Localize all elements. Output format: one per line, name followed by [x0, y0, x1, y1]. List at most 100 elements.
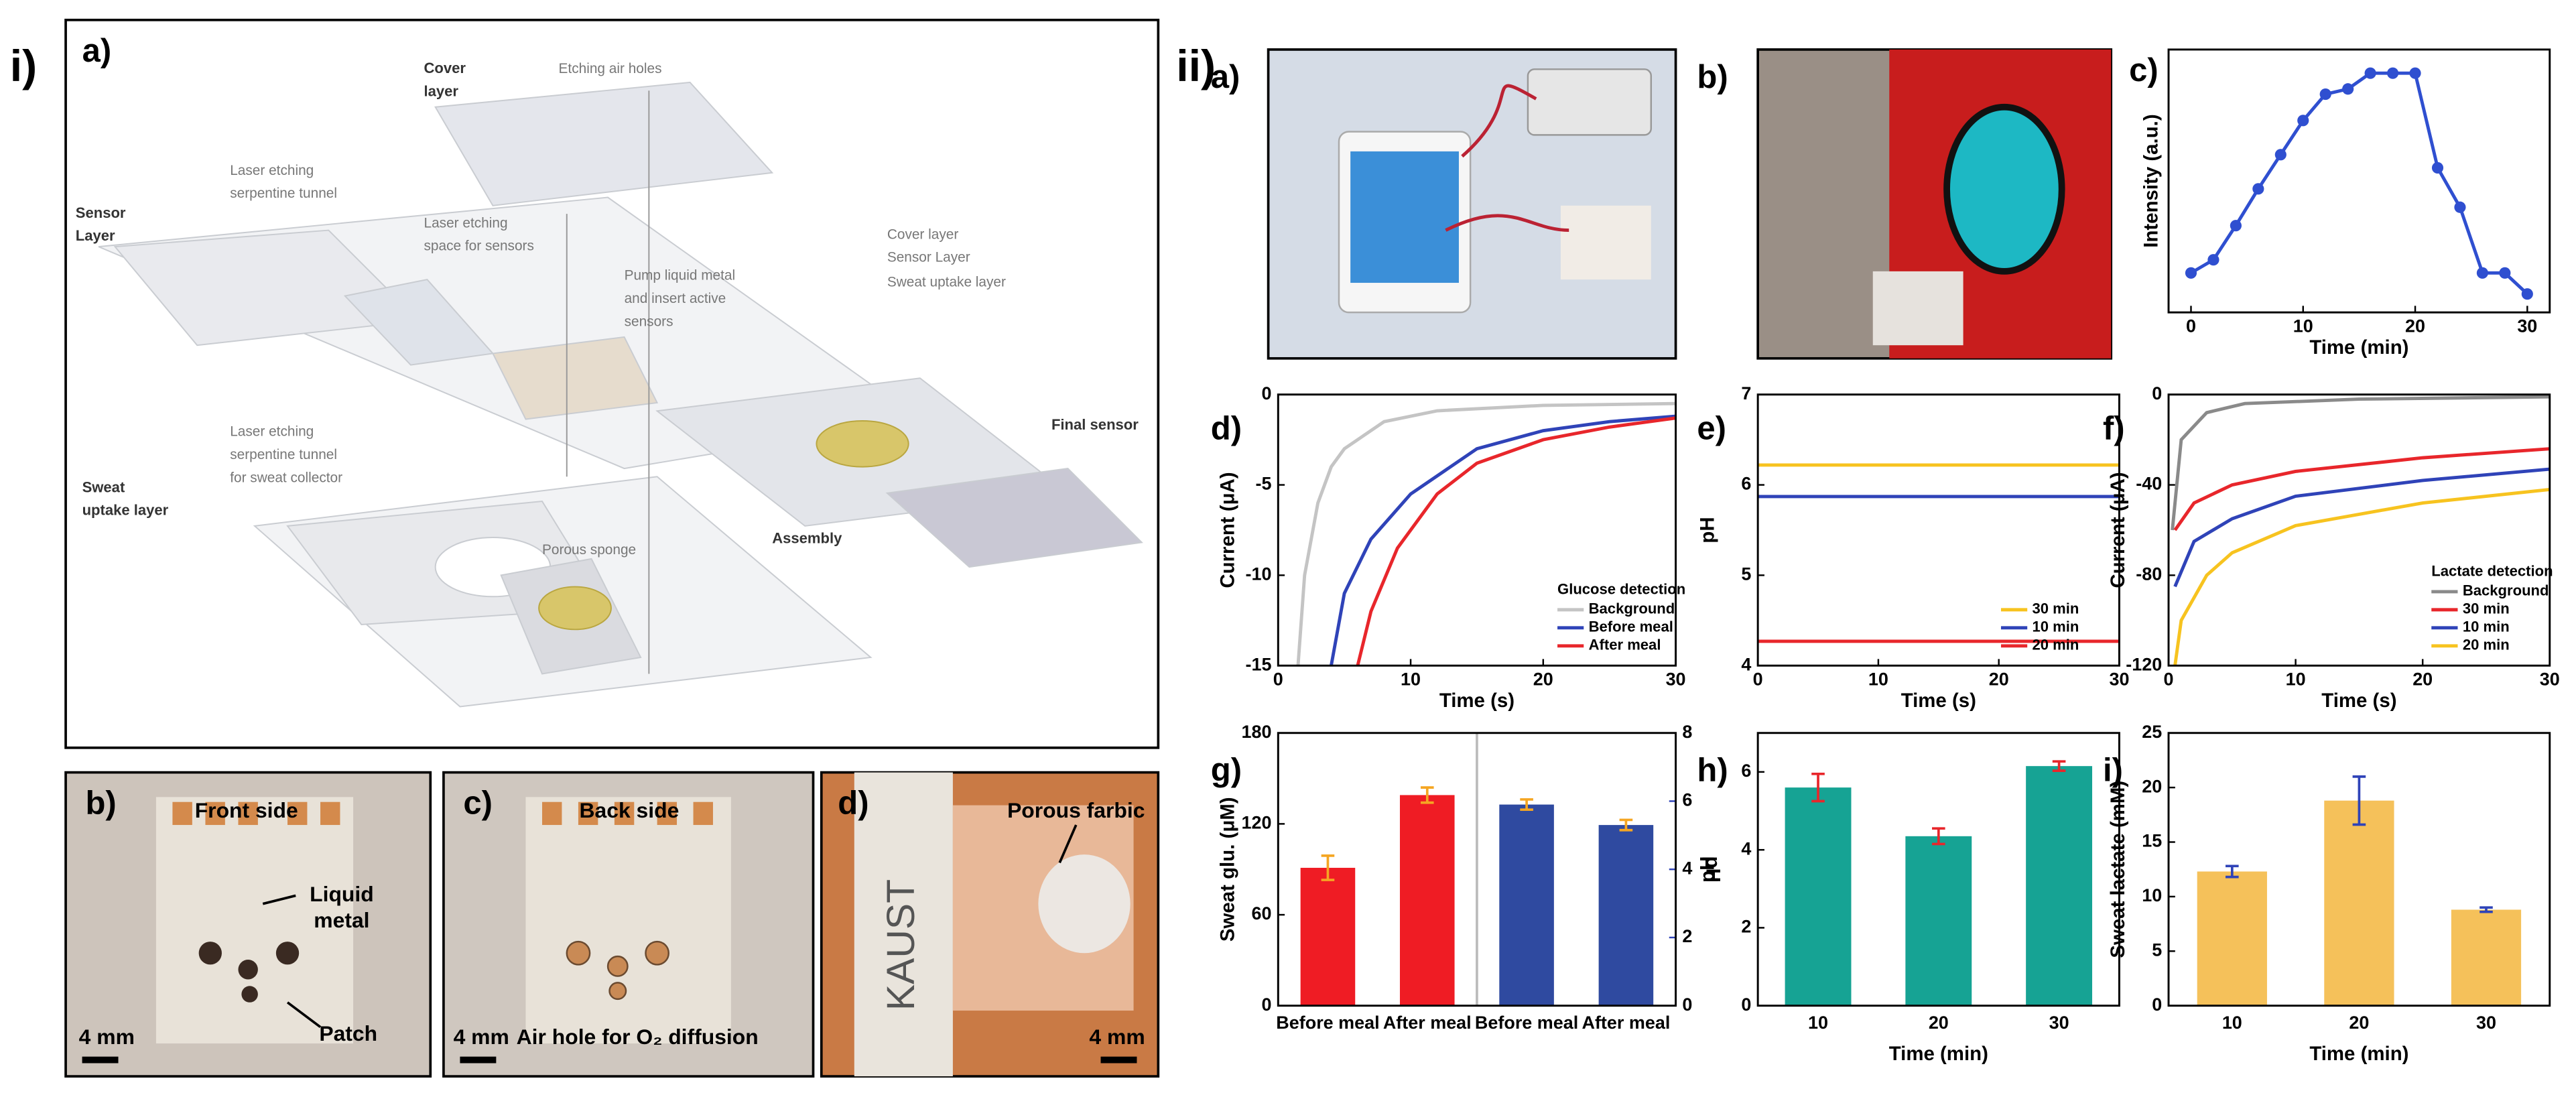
- x-axis-label: Time (s): [2321, 690, 2396, 712]
- x-tick-label: 10: [1868, 669, 1888, 689]
- y-tick-label: 0: [1741, 994, 1751, 1015]
- point: [2297, 115, 2309, 127]
- y-tick-label: 0: [2152, 994, 2162, 1015]
- plot-frame: [1277, 732, 1677, 1007]
- photo-patch: [525, 797, 731, 1044]
- annotation: sensors: [625, 314, 673, 329]
- bar: [1905, 836, 1972, 1006]
- x-tick-label: 10: [1401, 669, 1421, 689]
- annotation: Sensor: [76, 204, 126, 221]
- photo-patch: [155, 797, 354, 1044]
- photo-armband: [1943, 103, 2065, 275]
- annotation: space for sensors: [424, 239, 533, 254]
- panel-label: b): [1697, 59, 1728, 95]
- panel-label: d): [838, 785, 868, 822]
- x-tick-label: After meal: [1582, 1013, 1670, 1033]
- y-tick-label: 0: [2152, 383, 2162, 403]
- photo-note: Air hole for O₂ diffusion: [517, 1025, 759, 1049]
- point: [2387, 67, 2399, 79]
- photo-electrodes: [542, 801, 713, 826]
- point: [2454, 201, 2466, 213]
- y-tick-label: 60: [1252, 903, 1272, 923]
- x-tick-label: 0: [1753, 669, 1763, 689]
- photo-sponge: [1038, 854, 1131, 954]
- annotation: Final sensor: [1051, 416, 1139, 433]
- y-tick-label: 7: [1741, 383, 1751, 403]
- x-tick-label: 10: [2293, 316, 2313, 336]
- point: [2252, 183, 2264, 195]
- y2-tick-label: 4: [1682, 858, 1692, 878]
- error-bar: [1811, 772, 1825, 803]
- x-tick-label: 30: [2109, 669, 2129, 689]
- x-axis-label: Time (min): [2309, 1043, 2408, 1065]
- bar: [2197, 871, 2267, 1006]
- x-tick-label: 10: [2222, 1013, 2242, 1033]
- bar: [1499, 804, 1554, 1006]
- photo-title: Porous farbic: [1007, 798, 1145, 822]
- point: [2207, 254, 2219, 266]
- annotation: Sweat: [82, 478, 125, 495]
- series-line: [1356, 416, 1676, 666]
- x-tick-label: 30: [2517, 316, 2537, 336]
- annotation: Laser etching: [230, 424, 314, 440]
- panel-label: f): [2103, 411, 2125, 447]
- photo-text: KAUST: [879, 879, 923, 1011]
- photo-note: metal: [314, 908, 369, 932]
- y-tick-label: 6: [1741, 474, 1751, 494]
- x-tick-label: After meal: [1383, 1013, 1472, 1033]
- panel-label: c): [463, 785, 493, 822]
- y-axis-label: Current (μA): [2107, 472, 2129, 588]
- photo-title: Back side: [580, 798, 680, 822]
- y-tick-label: 25: [2142, 722, 2162, 742]
- bar: [1300, 867, 1356, 1006]
- panel-label: b): [85, 785, 116, 822]
- point: [2409, 67, 2421, 79]
- point: [2521, 288, 2533, 300]
- y-tick-label: 2: [1741, 917, 1751, 937]
- annotation: Pump liquid metal: [625, 268, 736, 283]
- panel-label: a): [82, 33, 112, 69]
- y2-tick-label: 6: [1682, 790, 1692, 810]
- photo-cable: [1445, 84, 1569, 233]
- photo-band: [854, 772, 953, 1077]
- y-tick-label: 0: [1261, 994, 1271, 1015]
- error-bar: [1520, 798, 1533, 812]
- y-tick-label: 4: [1741, 654, 1751, 674]
- photo-wrist: [1872, 271, 1963, 346]
- error-bar: [1932, 827, 1945, 846]
- point: [2364, 67, 2376, 79]
- y-tick-label: 0: [1261, 383, 1271, 403]
- y-axis-label: Current (μA): [1217, 472, 1239, 588]
- annotation: serpentine tunnel: [230, 186, 337, 201]
- arrow: [262, 894, 296, 905]
- photo-sensors: [198, 942, 300, 1003]
- scale-label: 4 mm: [79, 1025, 135, 1049]
- legend-label: 30 min: [2033, 600, 2079, 617]
- series-line: [2173, 487, 2551, 666]
- annotation: Assembly: [772, 529, 842, 546]
- x-axis-label: Time (min): [2309, 336, 2408, 359]
- y-tick-label: 20: [2142, 776, 2162, 796]
- point: [2230, 220, 2242, 232]
- annotation: and insert active: [625, 291, 726, 306]
- y-tick-label: -5: [1256, 474, 1272, 494]
- annotation: Etching air holes: [559, 61, 662, 76]
- photo-sensors: [566, 940, 669, 1001]
- point: [2342, 83, 2354, 95]
- series-line: [1330, 414, 1676, 666]
- arrow: [286, 1001, 322, 1029]
- x-tick-label: Before meal: [1475, 1013, 1578, 1033]
- y-axis-label: Intensity (a.u.): [2140, 114, 2162, 247]
- x-tick-label: 20: [2405, 316, 2425, 336]
- legend-title: Glucose detection: [1557, 580, 1685, 597]
- x-tick-label: 0: [1273, 669, 1283, 689]
- series-line: [2171, 395, 2550, 531]
- panel-label: i): [2103, 753, 2123, 789]
- bar: [1399, 795, 1455, 1006]
- y-tick-label: 180: [1242, 722, 1272, 742]
- panel-label: g): [1211, 753, 1242, 789]
- panel-label: e): [1697, 411, 1726, 447]
- x-tick-label: Before meal: [1276, 1013, 1379, 1033]
- error-bar: [1420, 786, 1434, 804]
- plot-frame: [2167, 48, 2551, 314]
